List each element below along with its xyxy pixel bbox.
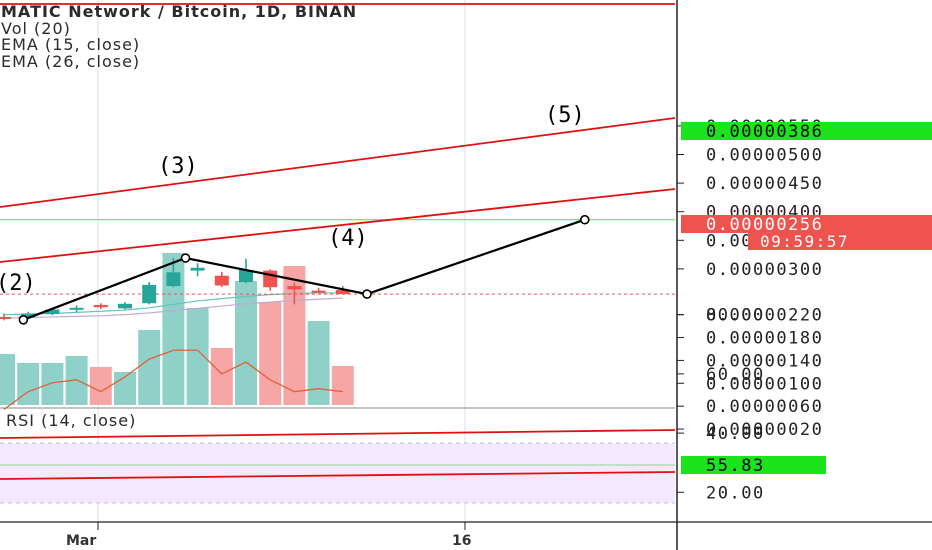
volume-bar [89,367,112,405]
candle-body [287,286,302,290]
price-tick-label: 0.00000220 [706,306,823,326]
price-tick-label: 0.00000180 [706,329,823,349]
price-tick-label: 0.00000020 [706,420,823,440]
volume-bar [138,330,161,405]
legend-vol[interactable]: Vol (20) [1,18,71,38]
candle-body [214,275,229,286]
price-tick-label: 0.00000060 [706,397,823,417]
candle-body [45,309,60,315]
symbol-title[interactable]: MATIC Network / Bitcoin, 1D, BINAN [1,2,358,21]
volume-bar [235,281,257,405]
wave-points [18,214,590,325]
rsi-value-badge [681,456,826,474]
time-tick-mar: Mar [66,533,96,549]
volume-bar [162,253,185,405]
rsi-tick-label: 20.00 [706,483,765,503]
wave-label-4: (4) [328,226,368,251]
volume-series [0,253,354,405]
candle-body [93,304,108,308]
wave-point [362,289,372,299]
candle-body [118,303,132,309]
rsi-line [3,349,343,410]
candle-body [190,267,205,271]
last-price-text: 0.00000256 [706,215,823,235]
rsi-tick-label: 60.00 [706,365,765,385]
candle-body [311,290,326,293]
wave-point [579,214,590,225]
volume-bar [17,363,40,405]
rsi-scale[interactable]: 80.00 60.00 40.00 20.00 [677,306,765,504]
rsi-legend[interactable]: RSI (14, close) [6,411,137,430]
rsi-channel-upper [0,429,676,439]
legend-ema26[interactable]: EMA (26, close) [1,51,141,71]
candle-body [239,270,253,283]
ema15-line [3,292,343,316]
target-price-text: 0.00000386 [706,122,823,142]
wave-point [180,253,191,263]
price-tick-label: 0.00000500 [706,146,823,166]
elliott-wave-path[interactable] [22,218,586,321]
rsi-value-text: 55.83 [706,456,765,476]
candle-body [166,272,181,287]
price-tick-label: 0.00000140 [706,351,823,371]
channel-upper-line [0,117,676,208]
volume-bar [331,366,354,405]
time-tick-16: 16 [452,533,471,549]
price-tick-label: 0.00000450 [706,174,823,194]
volume-bar [41,363,64,405]
candle-body [69,307,84,310]
rsi-tick-label: 80.00 [706,306,765,326]
rsi-tick-label: 40.00 [706,424,765,444]
wave-point [18,315,29,325]
price-scale[interactable]: 0.000005500.000005000.000004500.00000400… [677,117,823,440]
price-tick-label: 0.00000100 [706,374,823,394]
chart-legend[interactable]: MATIC Network / Bitcoin, 1D, BINAN Vol (… [1,2,358,71]
legend-ema15[interactable]: EMA (15, close) [1,35,141,54]
ema26-line [3,297,343,319]
wave-label-5: (5) [545,103,585,128]
volume-bar [210,348,233,405]
wave-label-3: (3) [158,154,198,179]
last-price-badge [681,215,932,233]
candle-body [21,313,36,318]
volume-bar [186,308,209,405]
countdown-text: 09:59:57 [760,232,849,251]
countdown-badge [748,233,932,250]
candle-body [0,316,11,319]
volume-bar [0,354,15,405]
price-tick-label: 0.00000300 [706,260,823,280]
rsi-channel-lower [0,471,676,480]
target-price-badge [681,122,932,140]
channel-lower-line [0,188,676,263]
candle-body [335,290,350,295]
wave-label-2: (2) [0,271,36,296]
candle-body [142,284,157,304]
volume-bar [307,321,330,405]
volume-bar [259,302,282,405]
